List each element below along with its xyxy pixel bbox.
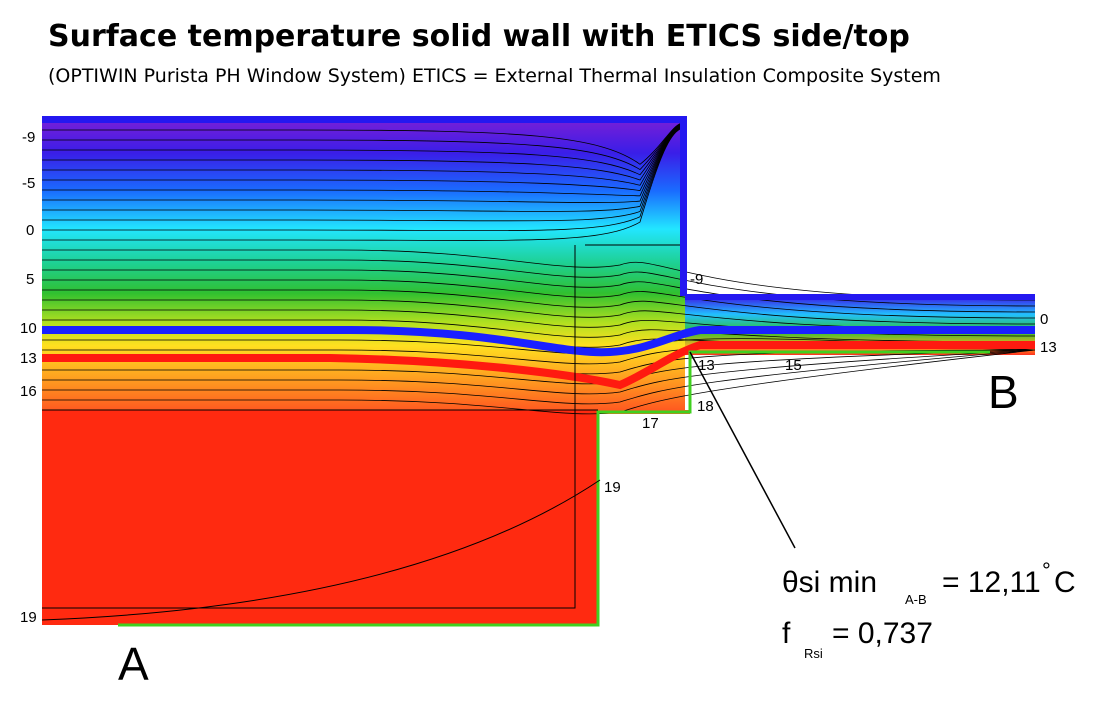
edge: [685, 294, 1035, 300]
isotherm: [42, 249, 1036, 301]
surface-line: [118, 350, 990, 627]
theta-value: = 12,11: [942, 566, 1041, 599]
isotherm: [42, 349, 1036, 395]
isotherm: [42, 125, 681, 186]
iso-label: 0: [1040, 311, 1048, 328]
isotherm-13: [42, 341, 1035, 390]
iso-label: 10: [20, 320, 37, 337]
iso-label: 0: [26, 222, 34, 239]
iso-label: 13: [698, 357, 715, 374]
isotherm-19: [41, 479, 601, 621]
iso-label: 17: [642, 415, 659, 432]
isotherm: [42, 269, 1036, 313]
f-label: f: [782, 617, 791, 650]
isotherm: [42, 123, 681, 171]
title: Surface temperature solid wall with ETIC…: [48, 19, 910, 54]
iso-label: 18: [697, 398, 714, 415]
iso-label: 16: [20, 383, 37, 400]
iso-label: 13: [1040, 339, 1057, 356]
isotherm: [42, 349, 1036, 405]
f-sub: Rsi: [804, 646, 823, 661]
isotherm-10: [42, 326, 1035, 357]
iso-label: 13: [20, 350, 37, 367]
point-a: A: [118, 638, 149, 690]
isotherm: [42, 319, 1036, 343]
theta-sub: A-B: [905, 592, 927, 607]
f-value: = 0,737: [832, 617, 933, 650]
isotherm: [42, 127, 681, 212]
degree: °: [1042, 558, 1051, 583]
edge: [42, 116, 687, 123]
outline: [42, 244, 680, 609]
isotherm: [42, 128, 681, 241]
isotherms: [42, 123, 1036, 415]
isotherm: [42, 279, 1036, 319]
edge: [680, 116, 687, 296]
isotherm: [42, 126, 681, 197]
pointer: [689, 351, 796, 549]
isotherm: [42, 124, 681, 181]
unit: C: [1054, 566, 1076, 599]
isotherm: [42, 126, 681, 203]
iso-label: 15: [785, 357, 802, 374]
iso-label: -5: [22, 175, 35, 192]
isotherm: [42, 289, 1036, 325]
wall-field: [42, 118, 685, 410]
inner-field: [42, 410, 598, 625]
isotherm: [42, 299, 1036, 331]
iso-label: -9: [690, 271, 703, 288]
isotherm: [42, 123, 681, 165]
subtitle: (OPTIWIN Purista PH Window System) ETICS…: [48, 65, 941, 87]
isotherm: [42, 124, 681, 176]
iso-label: 5: [26, 271, 34, 288]
isotherm: [42, 125, 681, 191]
iso-label: -9: [22, 129, 35, 146]
point-b: B: [988, 366, 1019, 418]
theta-label: θsi min: [782, 566, 877, 599]
iso-label: 19: [20, 609, 37, 626]
iso-label: 19: [604, 479, 621, 496]
